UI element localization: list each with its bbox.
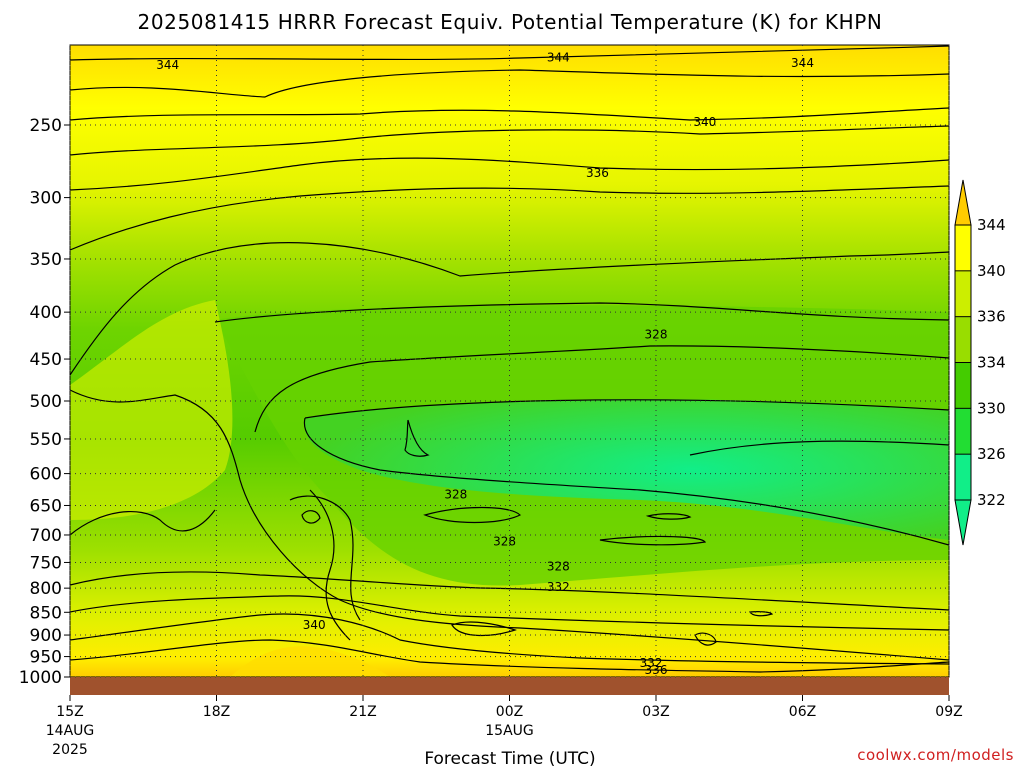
y-tick-label: 250: [30, 116, 62, 136]
near-surface-high-theta: [230, 646, 390, 677]
x-tick-label: 03Z: [642, 704, 669, 720]
contour-label: 332: [640, 656, 663, 670]
y-tick-label: 300: [30, 189, 62, 209]
contour-label: 344: [547, 50, 570, 64]
contour-label: 344: [156, 58, 179, 72]
x-tick-date: 14AUG: [46, 723, 95, 739]
contour-lines: [70, 45, 949, 673]
watermark: coolwx.com/models: [857, 746, 1014, 764]
y-tick-label: 900: [30, 626, 62, 646]
grid-lines: [69, 45, 950, 678]
colorbar-bottom-arrow: [954, 499, 972, 546]
colorbar-label: 344: [977, 216, 1006, 234]
colorbar-segment: [955, 270, 971, 317]
y-tick-label: 700: [30, 526, 62, 546]
contour-label: 328: [645, 327, 668, 341]
x-axis-title: Forecast Time (UTC): [424, 749, 595, 768]
x-tick-label: 00Z: [496, 704, 523, 720]
x-tick-label: 18Z: [203, 704, 230, 720]
contour-label: 328: [493, 535, 516, 549]
contour-label: 340: [693, 115, 716, 129]
colorbar-label: 326: [977, 445, 1006, 463]
contour-label: 336: [586, 166, 609, 180]
y-tick-label: 350: [30, 250, 62, 270]
colorbar-segment: [955, 454, 971, 500]
colorbar-segment: [955, 316, 971, 363]
contour-label: 328: [547, 560, 570, 574]
colorbar-segment: [955, 225, 971, 271]
colorbar-label: 334: [977, 354, 1006, 372]
x-tick-label: 06Z: [789, 704, 816, 720]
colorbar: 344 340 336 334 330 326 322: [954, 179, 1006, 546]
y-tick-label: 850: [30, 603, 62, 623]
y-tick-label: 400: [30, 303, 62, 323]
colorbar-segment: [955, 362, 971, 409]
y-tick-label: 1000: [19, 668, 62, 688]
y-tick-label: 500: [30, 392, 62, 412]
contour-label: 344: [791, 56, 814, 70]
x-tick-date: 15AUG: [485, 723, 534, 739]
contour-label: 328: [444, 487, 467, 501]
x-tick-label: 09Z: [935, 704, 962, 720]
colorbar-label: 322: [977, 491, 1006, 509]
x-tick-year: 2025: [52, 742, 88, 758]
y-tick-label: 600: [30, 465, 62, 485]
y-tick-label: 800: [30, 579, 62, 599]
colorbar-segment: [955, 408, 971, 455]
chart-title: 2025081415 HRRR Forecast Equiv. Potentia…: [138, 10, 883, 34]
x-axis: 15Z 14AUG 2025 18Z 21Z 00Z 15AUG 03Z 06Z 09Z: [46, 695, 963, 758]
y-tick-label: 750: [30, 553, 62, 573]
colorbar-label: 336: [977, 308, 1006, 326]
x-tick-label: 15Z: [56, 704, 83, 720]
colorbar-top-arrow: [954, 179, 972, 226]
colorbar-label: 330: [977, 399, 1006, 417]
western-yellow-bulge: [70, 300, 233, 520]
y-tick-label: 550: [30, 430, 62, 450]
low-theta-core: [304, 398, 949, 540]
contour-label: 336: [645, 663, 668, 677]
colorbar-label: 340: [977, 262, 1006, 280]
y-tick-label: 450: [30, 350, 62, 370]
y-tick-label: 650: [30, 496, 62, 516]
y-axis: 250 300 350 400 450 500 550 600 650 700 750 800 850 9…: [19, 116, 70, 688]
contour-label: 340: [303, 618, 326, 632]
y-tick-label: 950: [30, 648, 62, 668]
x-tick-label: 21Z: [349, 704, 376, 720]
contour-label: 332: [547, 580, 570, 594]
terrain-bar: [70, 677, 949, 695]
